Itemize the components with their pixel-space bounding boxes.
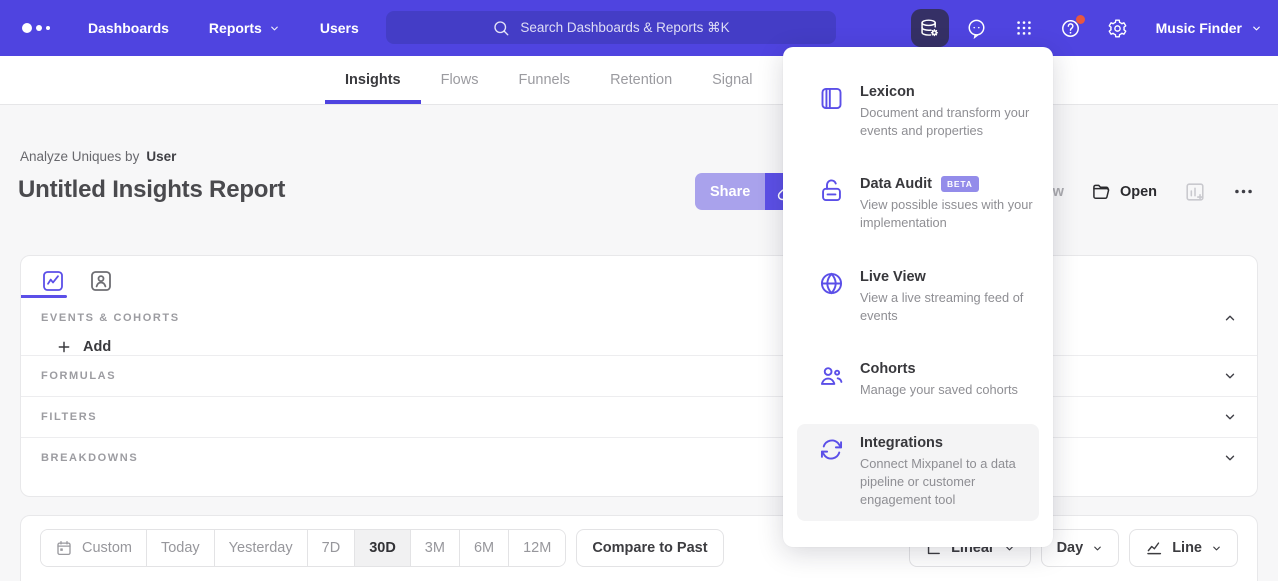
compare-to-past-button[interactable]: Compare to Past (576, 529, 724, 567)
chevron-down-icon[interactable] (1223, 410, 1237, 424)
menu-item-live-view[interactable]: Live View View a live streaming feed of … (797, 258, 1039, 336)
nav-dashboards[interactable]: Dashboards (88, 20, 169, 36)
chevron-down-icon[interactable] (1223, 369, 1237, 383)
report-type-tabs: Insights Flows Funnels Retention Signal … (0, 56, 1278, 105)
global-search-input[interactable]: Search Dashboards & Reports ⌘K (386, 11, 836, 44)
menu-item-data-audit[interactable]: Data Audit BETA View possible issues wit… (797, 165, 1039, 243)
breakdowns-section-header[interactable]: BREAKDOWNS (21, 437, 1257, 478)
topbar-actions: Music Finder (910, 0, 1262, 56)
lexicon-book-icon (818, 85, 845, 140)
plus-icon (58, 341, 70, 353)
data-management-button[interactable] (910, 9, 949, 47)
formulas-section-header[interactable]: FORMULAS (21, 355, 1257, 396)
mixpanel-logo-icon[interactable] (22, 23, 50, 33)
report-actions: New Open (1034, 173, 1254, 210)
chart-add-icon (1186, 182, 1204, 201)
menu-item-lexicon[interactable]: Lexicon Document and transform your even… (797, 73, 1039, 151)
help-button[interactable] (1052, 9, 1090, 47)
menu-item-cohorts[interactable]: Cohorts Manage your saved cohorts (797, 350, 1039, 410)
folder-icon (1093, 184, 1110, 199)
nav-users[interactable]: Users (319, 20, 359, 36)
settings-button[interactable] (1099, 9, 1137, 47)
line-chart-icon (1147, 542, 1162, 555)
calendar-icon (57, 540, 71, 556)
range-30d[interactable]: 30D (354, 530, 410, 566)
range-7d[interactable]: 7D (306, 530, 355, 566)
more-options-button[interactable] (1233, 181, 1254, 202)
analyze-breadcrumb: Analyze Uniques by User (20, 149, 177, 164)
range-3m[interactable]: 3M (409, 530, 459, 566)
query-builder-card: EVENTS & COHORTS Add FORMULAS FILTERS BR… (20, 255, 1258, 497)
tab-funnels[interactable]: Funnels (518, 72, 571, 88)
insights-chart-icon (43, 270, 63, 291)
tab-insights[interactable]: Insights (325, 56, 421, 104)
chevron-down-icon (1253, 26, 1260, 30)
data-audit-lock-icon (818, 177, 845, 232)
range-yesterday[interactable]: Yesterday (213, 530, 307, 566)
speech-bubble-icon (968, 19, 985, 39)
grid-dots-icon (1016, 21, 1031, 35)
workspace-switcher[interactable]: Music Finder (1156, 20, 1262, 36)
range-12m[interactable]: 12M (508, 530, 566, 566)
chart-controls-toolbar: Custom Today Yesterday 7D 30D 3M 6M 12M … (20, 515, 1258, 581)
menu-item-integrations[interactable]: Integrations Connect Mixpanel to a data … (797, 424, 1039, 521)
date-range-segmented-control: Custom Today Yesterday 7D 30D 3M 6M 12M (40, 529, 567, 567)
live-view-globe-icon (818, 270, 845, 325)
nav-reports[interactable]: Reports (209, 20, 280, 36)
user-profile-icon (91, 270, 111, 291)
interval-dropdown[interactable]: Day (1040, 529, 1120, 567)
users-view-tab[interactable] (89, 269, 113, 293)
analyze-entity-selector[interactable]: User (146, 149, 177, 164)
range-today[interactable]: Today (145, 530, 214, 566)
top-navigation-bar: Dashboards Reports Users Search Dashboar… (0, 0, 1278, 56)
search-icon (494, 20, 509, 35)
chevron-down-icon (1094, 546, 1102, 550)
add-to-dashboard-button[interactable] (1184, 181, 1206, 203)
gear-icon (1108, 18, 1127, 38)
share-button[interactable]: Share (695, 173, 766, 210)
primary-nav: Dashboards Reports Users (88, 20, 359, 36)
cohorts-people-icon (818, 362, 845, 399)
events-cohorts-section-header[interactable]: EVENTS & COHORTS (21, 305, 1257, 325)
apps-grid-button[interactable] (1005, 9, 1043, 47)
database-gear-icon (921, 18, 939, 36)
search-placeholder: Search Dashboards & Reports ⌘K (520, 19, 730, 35)
filters-section-header[interactable]: FILTERS (21, 396, 1257, 437)
open-report-button[interactable]: Open (1091, 182, 1157, 202)
range-custom[interactable]: Custom (41, 530, 146, 566)
beta-badge: BETA (940, 176, 979, 193)
ellipsis-icon (1235, 189, 1252, 194)
help-circle-icon (1062, 19, 1080, 37)
data-management-dropdown: Lexicon Document and transform your even… (783, 47, 1053, 547)
tab-signal[interactable]: Signal (712, 72, 753, 88)
integrations-sync-icon (818, 436, 845, 509)
chevron-up-icon[interactable] (1223, 311, 1237, 325)
chevron-down-icon (1213, 546, 1220, 550)
range-6m[interactable]: 6M (458, 530, 509, 566)
chevron-down-icon (270, 26, 278, 30)
tab-retention[interactable]: Retention (610, 72, 673, 88)
builder-view-tabs (21, 256, 1257, 305)
chevron-down-icon[interactable] (1223, 451, 1237, 465)
chart-type-dropdown[interactable]: Line (1129, 529, 1238, 567)
add-event-button[interactable]: Add (56, 339, 1257, 355)
active-tab-underline (21, 295, 67, 298)
feedback-button[interactable] (958, 9, 996, 47)
notification-dot (1075, 15, 1085, 24)
page-title[interactable]: Untitled Insights Report (18, 176, 286, 203)
tab-flows[interactable]: Flows (440, 72, 479, 88)
events-view-tab[interactable] (41, 269, 65, 293)
chevron-down-icon (1005, 546, 1013, 550)
